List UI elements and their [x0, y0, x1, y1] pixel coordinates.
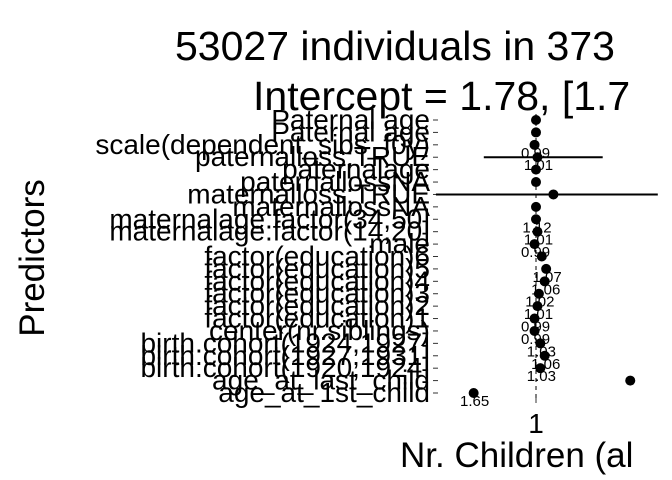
estimate-point [548, 189, 559, 200]
y-tick-label: Paternal age [271, 104, 430, 135]
y-axis-ticks [433, 119, 438, 394]
estimate-point [535, 363, 546, 374]
estimate-point [531, 127, 541, 138]
y-tick-label: center(nr.siblings) [209, 315, 430, 346]
estimate-point [532, 226, 543, 237]
x-axis-title: Nr. Children (al [400, 436, 633, 475]
y-tick-label: maternalage.factor(14,20] [109, 216, 430, 247]
estimate-point [539, 276, 550, 287]
y-tick-label: maternallossNA [232, 191, 430, 222]
x-axis: 1 [528, 398, 544, 439]
y-tick-label: factor(education)2 [204, 290, 430, 321]
y-tick-label: male [369, 228, 430, 259]
estimate-point [531, 177, 541, 188]
estimate-point [531, 201, 541, 212]
y-tick-label: maternalloss:TRUE [187, 178, 430, 209]
estimate-point [529, 139, 540, 150]
y-tick-label: maternalage.factor(34,50] [109, 203, 430, 234]
data-label: 1.65 [460, 393, 489, 410]
estimate-point [468, 388, 479, 398]
y-axis-title: Predictors [13, 179, 52, 337]
estimate-point [532, 152, 543, 163]
estimate-point [541, 263, 552, 274]
y-tick-label: birth.cohort(1924,1927] [140, 327, 430, 358]
estimate-point [531, 115, 541, 125]
title-line-1: 53027 individuals in 373 [175, 23, 615, 69]
plot-area: 0.991.011.121.010.991.071.061.021.010.99… [435, 114, 658, 410]
y-tick-label: age_at_last_child [212, 365, 430, 396]
y-tick-label: birth.cohort(1927,1931] [140, 340, 430, 371]
y-tick-label: age_at_1st_child [218, 377, 430, 408]
estimate-point [625, 375, 636, 386]
estimate-point [535, 338, 546, 349]
y-tick-label: factor(education)3 [204, 278, 430, 309]
estimate-point [536, 251, 547, 262]
y-tick-label: factor(education)1 [204, 303, 430, 334]
y-tick-label: paternallossNA [240, 166, 430, 197]
y-tick-label: birth.cohort(1920,1924] [140, 352, 430, 383]
estimate-point [529, 239, 540, 250]
estimate-point [533, 288, 544, 299]
y-tick-label: factor(education)6 [204, 241, 430, 272]
y-tick-label: paternalloss:TRUE [195, 141, 430, 172]
y-tick-label: paternalage [282, 154, 430, 185]
estimate-point [532, 301, 543, 312]
chart-title: 53027 individuals in 373 Intercept = 1.7… [175, 23, 630, 119]
y-tick-label: factor(education)4 [204, 265, 430, 296]
y-tick-label: Paternal age [271, 116, 430, 147]
estimate-point [529, 313, 540, 324]
title-line-2: Intercept = 1.78, [1.7 [253, 73, 630, 119]
estimate-point [539, 350, 550, 361]
data-label: 1.03 [527, 368, 556, 385]
estimate-point [529, 325, 540, 336]
estimate-point [531, 164, 541, 175]
estimate-point [531, 214, 541, 225]
y-tick-label: factor(education)5 [204, 253, 430, 284]
x-tick-label: 1 [528, 408, 544, 439]
y-tick-label: scale(dependent_sibs_f0y) [95, 129, 430, 160]
